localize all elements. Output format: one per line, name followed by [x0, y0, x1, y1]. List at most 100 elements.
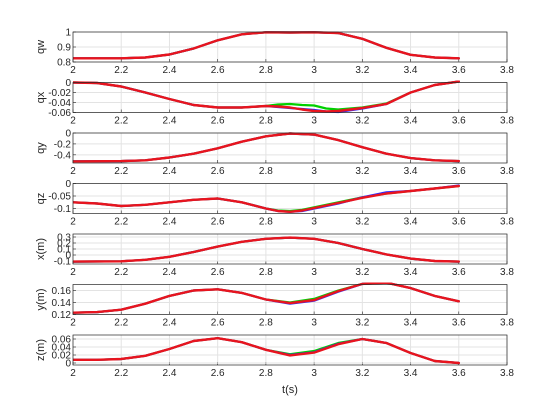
x-tick-label: 3.2	[355, 116, 369, 127]
y-axis-label: y(m)	[35, 289, 47, 311]
x-tick-label: 3.8	[500, 166, 514, 177]
x-tick-label: 3	[311, 318, 317, 329]
y-tick-label: -0.05	[48, 192, 71, 203]
x-tick-label: 3.4	[404, 116, 418, 127]
x-tick-label: 2	[70, 217, 76, 228]
x-tick-label: 3.8	[500, 217, 514, 228]
y-tick-label: 0	[65, 359, 71, 370]
x-tick-label: 3	[311, 166, 317, 177]
y-tick-label: 0.06	[52, 335, 72, 346]
subplot-xm: 2 2.2 2.4 2.6 2.8 3 3.2 3.4 3.6 3.8 -0.100.10.20.3…	[35, 233, 514, 279]
x-tick-label: 3	[311, 116, 317, 127]
y-tick-label: 0	[65, 78, 71, 89]
x-tick-label: 2	[70, 267, 76, 278]
x-tick-label: 3	[311, 267, 317, 278]
series-line-red	[73, 337, 460, 365]
x-tick-label: 2.8	[259, 318, 273, 329]
x-tick-label: 2.2	[114, 217, 128, 228]
x-tick-label: 2.8	[259, 368, 273, 379]
y-tick-label: -0.04	[48, 98, 71, 109]
x-tick-label: 2.4	[162, 217, 176, 228]
axes-box	[72, 183, 508, 214]
subplot-qy: 2 2.2 2.4 2.6 2.8 3 3.2 3.4 3.6 3.8 -0.4-0.20 qy	[35, 129, 514, 178]
x-tick-label: 2	[70, 166, 76, 177]
x-tick-label: 2.4	[162, 318, 176, 329]
series-line-red	[73, 80, 460, 113]
x-tick-label: 2.2	[114, 267, 128, 278]
y-tick-label: 0.1	[57, 245, 71, 256]
x-tick-label: 2.6	[211, 267, 225, 278]
subplot-qx: 2 2.2 2.4 2.6 2.8 3 3.2 3.4 3.6 3.8 -0.06-0.04-0.0…	[35, 78, 514, 127]
subplot-qw: 2 2.2 2.4 2.6 2.8 3 3.2 3.4 3.6 3.8 0.8 0.9 1 qw	[35, 28, 514, 77]
subplot-zm: 2 2.2 2.4 2.6 2.8 3 3.2 3.4 3.6 3.8 00.020.040.06 z…	[35, 335, 514, 380]
x-tick-label: 3.2	[355, 65, 369, 76]
y-tick-label: 0.8	[57, 58, 71, 69]
x-tick-label: 2.6	[211, 65, 225, 76]
y-tick-label: 0	[65, 129, 71, 140]
x-tick-label: 3	[311, 368, 317, 379]
x-axis-label: t(s)	[282, 384, 298, 396]
x-tick-label: 2.2	[114, 116, 128, 127]
axes-box	[72, 31, 508, 63]
x-tick-label: 3.2	[355, 217, 369, 228]
x-tick-label: 2.6	[211, 318, 225, 329]
x-tick-label: 2.4	[162, 65, 176, 76]
x-tick-label: 2.4	[162, 267, 176, 278]
y-axis-label: qx	[35, 91, 47, 103]
y-axis-label: x(m)	[35, 238, 47, 260]
y-tick-label: -0.4	[54, 150, 72, 161]
y-tick-label: 0.04	[52, 343, 72, 354]
x-tick-label: 3.6	[452, 65, 466, 76]
series-line-red	[73, 132, 460, 163]
x-tick-label: 2	[70, 116, 76, 127]
x-tick-label: 2.2	[114, 318, 128, 329]
x-tick-label: 3.6	[452, 116, 466, 127]
axes-box	[72, 233, 508, 265]
y-tick-label: -0.1	[54, 257, 72, 268]
y-tick-label: 0.14	[52, 298, 72, 309]
x-tick-label: 2.6	[211, 368, 225, 379]
x-tick-label: 2.8	[259, 166, 273, 177]
x-tick-label: 3.2	[355, 166, 369, 177]
x-tick-label: 3.8	[500, 267, 514, 278]
x-tick-label: 2.8	[259, 65, 273, 76]
x-tick-label: 2.2	[114, 65, 128, 76]
x-tick-label: 2.2	[114, 368, 128, 379]
y-axis-label: qz	[35, 193, 47, 205]
x-tick-label: 3.8	[500, 318, 514, 329]
axes-box	[72, 132, 508, 164]
y-tick-label: 0.02	[52, 351, 72, 362]
x-tick-label: 2.4	[162, 368, 176, 379]
x-tick-label: 3.4	[404, 318, 418, 329]
series-line-red	[73, 184, 460, 214]
subplot-qz: 2 2.2 2.4 2.6 2.8 3 3.2 3.4 3.6 3.8 -0.1-0.05 0 qz	[35, 179, 514, 228]
y-tick-label: 0.16	[52, 286, 72, 297]
x-tick-label: 2.2	[114, 166, 128, 177]
x-tick-label: 3.2	[355, 318, 369, 329]
series-line-red	[73, 236, 460, 263]
y-tick-label: -0.2	[54, 139, 72, 150]
x-tick-label: 3.4	[404, 267, 418, 278]
x-tick-label: 2.4	[162, 116, 176, 127]
x-tick-label: 3.4	[404, 65, 418, 76]
x-tick-label: 3.2	[355, 267, 369, 278]
x-tick-label: 3.4	[404, 217, 418, 228]
y-axis-label: qy	[35, 142, 47, 154]
x-tick-label: 3.6	[452, 267, 466, 278]
x-tick-label: 2.8	[259, 217, 273, 228]
y-tick-label: -0.06	[48, 108, 71, 119]
x-tick-label: 3.8	[500, 368, 514, 379]
x-tick-label: 2	[70, 368, 76, 379]
axes-box	[72, 82, 508, 113]
x-tick-label: 2	[70, 65, 76, 76]
x-tick-label: 3.6	[452, 166, 466, 177]
axes-box	[72, 284, 508, 315]
y-tick-label: -0.1	[54, 204, 72, 215]
x-tick-label: 2.4	[162, 166, 176, 177]
y-axis-label: qw	[35, 40, 47, 54]
series-line-red	[73, 31, 460, 60]
y-tick-label: 1	[65, 28, 71, 39]
plot-area	[73, 284, 507, 315]
